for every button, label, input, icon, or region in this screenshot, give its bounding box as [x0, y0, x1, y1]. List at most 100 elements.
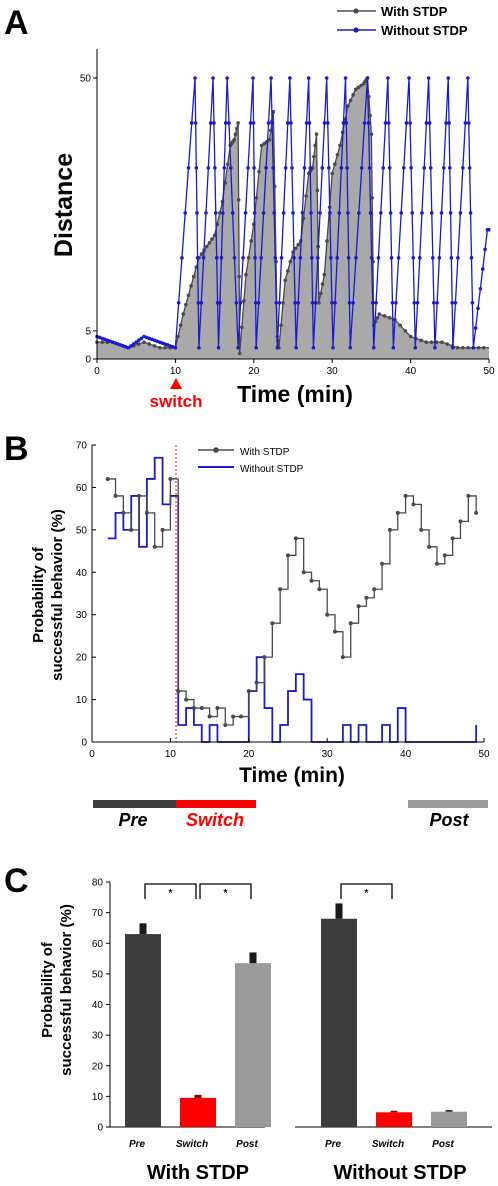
without-stdp-point: [424, 121, 429, 125]
without-stdp-point: [379, 211, 383, 215]
with-stdp-point: [152, 344, 157, 348]
panel-b-x-ticks: 0 10 20 30 40 50: [89, 738, 490, 760]
without-stdp-point: [468, 211, 473, 215]
without-stdp-point: [389, 256, 394, 260]
without-stdp-point: [195, 256, 200, 260]
without-stdp-point: [283, 166, 288, 170]
with-stdp-point: [403, 329, 408, 333]
phase-post-label: Post: [429, 810, 469, 830]
with-stdp-point: [285, 269, 290, 273]
with-stdp-point: [235, 126, 239, 131]
without-stdp-point: [310, 301, 315, 305]
with-stdp-area: [97, 78, 489, 359]
significance-bracket: [144, 883, 197, 899]
without-stdp-point: [451, 345, 455, 350]
panel-c-y-tick-label: 30: [92, 1031, 104, 1042]
without-stdp-point: [254, 345, 258, 350]
without-stdp-point: [129, 344, 133, 348]
without-stdp-point: [252, 211, 257, 215]
panel-b-y-tick-label: 70: [76, 441, 88, 452]
panel-a-legend: With STDP Without STDP: [337, 4, 468, 38]
with-stdp-point: [309, 578, 314, 583]
without-stdp-point: [176, 301, 181, 305]
panel-a-y-label: Distance: [50, 153, 78, 257]
without-stdp-point: [432, 301, 436, 305]
without-stdp-point: [288, 76, 292, 80]
with-stdp-point: [199, 252, 204, 256]
without-stdp-point: [369, 256, 374, 260]
legend-with-stdp-marker: [353, 8, 359, 14]
without-stdp-point: [234, 301, 239, 305]
with-stdp-point: [314, 132, 319, 136]
panel-a-x-ticks: 0 10 20 30 40 50: [94, 359, 495, 377]
with-stdp-point: [322, 272, 327, 277]
without-stdp-point: [298, 256, 303, 260]
with-stdp-point: [191, 274, 196, 279]
with-stdp-point: [283, 278, 287, 283]
with-stdp-point: [333, 162, 337, 166]
panel-a-series: [95, 76, 491, 356]
without-stdp-point: [264, 166, 268, 170]
without-stdp-point: [359, 166, 364, 170]
with-stdp-point: [458, 519, 463, 524]
without-stdp-point: [333, 301, 337, 305]
switch-label: switch: [150, 392, 203, 411]
without-stdp-point: [476, 306, 480, 311]
with-stdp-point: [231, 714, 236, 719]
panel-b-y-tick-label: 20: [76, 653, 88, 664]
without-stdp-point: [345, 166, 349, 170]
without-stdp-point: [271, 166, 275, 170]
without-stdp-point: [344, 121, 349, 125]
panel-b-y-tick-label: 10: [76, 695, 88, 706]
with-stdp-point: [218, 211, 222, 215]
without-stdp-point: [223, 121, 228, 125]
without-stdp-point: [346, 211, 350, 215]
without-stdp-point: [306, 76, 311, 80]
phase-pre-bar: [93, 800, 176, 808]
with-stdp-point: [160, 527, 165, 532]
with-stdp-point: [440, 340, 444, 344]
panel-b-x-label: Time (min): [239, 764, 345, 787]
without-stdp-point: [272, 211, 276, 215]
with-stdp-point: [317, 301, 321, 305]
with-stdp-point: [246, 689, 251, 694]
with-stdp-point: [184, 697, 189, 702]
with-stdp-point: [176, 689, 181, 694]
with-stdp-point: [225, 162, 230, 166]
legend-b-with-stdp-label: With STDP: [240, 447, 290, 458]
without-stdp-point: [335, 256, 339, 260]
without-stdp-point: [322, 121, 327, 125]
error-bar: [139, 923, 147, 935]
with-stdp-point: [129, 527, 134, 532]
with-stdp-point: [429, 340, 434, 344]
without-stdp-point: [366, 121, 371, 125]
bar-category-label: Pre: [129, 1139, 146, 1150]
with-stdp-point: [348, 98, 353, 103]
phase-pre-label: Pre: [118, 810, 147, 830]
without-stdp-point: [131, 342, 136, 346]
with-stdp-point: [254, 680, 259, 685]
without-stdp-point: [218, 301, 222, 305]
without-stdp-point: [212, 121, 216, 125]
without-stdp-point: [329, 256, 333, 260]
without-stdp-point: [221, 211, 225, 215]
without-stdp-point: [186, 166, 191, 170]
with-stdp-point: [346, 104, 350, 108]
without-stdp-point: [357, 211, 361, 215]
without-stdp-point: [194, 166, 199, 170]
panel-b-label: B: [4, 430, 29, 468]
without-stdp-point: [422, 166, 426, 170]
with-stdp-point: [184, 302, 188, 307]
with-stdp-point: [267, 138, 272, 142]
without-stdp-point: [456, 256, 460, 260]
legend-without-stdp-label: Without STDP: [381, 23, 468, 38]
with-stdp-point: [236, 121, 240, 125]
without-stdp-point: [307, 121, 312, 125]
bar-switch: [180, 1097, 216, 1127]
with-stdp-point: [387, 315, 392, 320]
without-stdp-point: [461, 166, 465, 170]
error-bar: [390, 1110, 398, 1113]
legend-b-with-stdp: With STDP: [198, 447, 290, 458]
without-stdp-point: [126, 345, 131, 350]
bar-post: [431, 1111, 467, 1127]
